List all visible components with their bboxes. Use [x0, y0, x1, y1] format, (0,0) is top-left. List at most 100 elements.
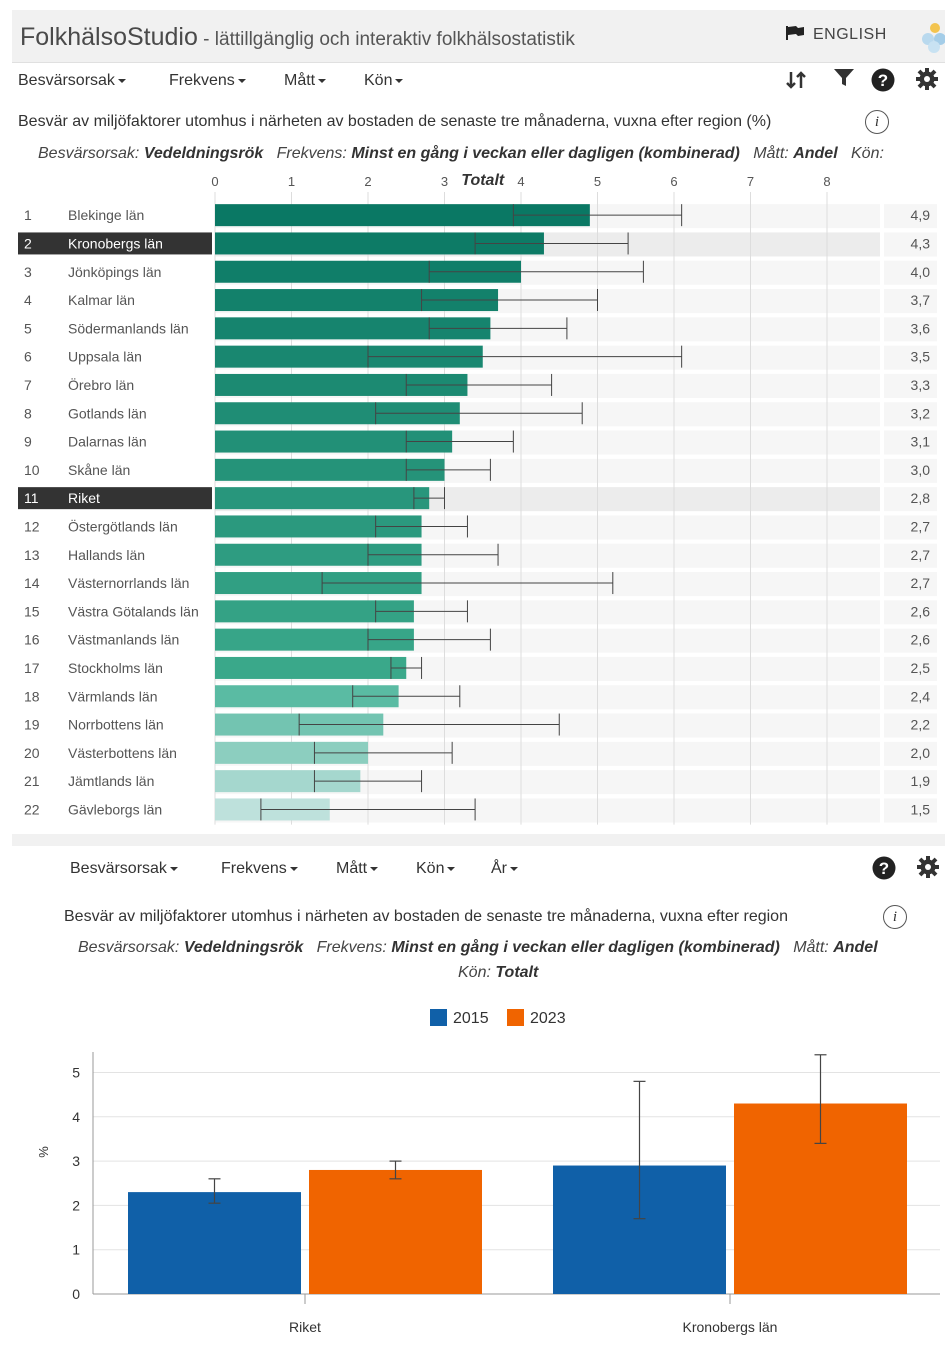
caret-down-icon: [318, 79, 327, 83]
caret-down-icon: [169, 867, 178, 871]
value-label: 2,7: [911, 547, 931, 563]
value-label: 2,5: [911, 660, 931, 676]
caret-down-icon: [370, 867, 379, 871]
x-tick-label: 2: [364, 174, 371, 189]
x-tick-label: 4: [517, 174, 524, 189]
category-label: Västra Götalands län: [68, 603, 199, 619]
rank-label: 14: [24, 575, 40, 591]
menu-label: Mått: [284, 72, 316, 89]
menu-matt[interactable]: Mått: [336, 860, 379, 878]
menu-kon[interactable]: Kön: [416, 860, 456, 878]
bar: [215, 741, 368, 764]
bar: [215, 628, 414, 651]
y-tick-label: 2: [72, 1197, 80, 1213]
value-cell-background: [884, 232, 937, 257]
filter-icon[interactable]: [832, 66, 856, 90]
category-label: Västernorrlands län: [68, 575, 189, 591]
value-label: 3,0: [911, 462, 931, 478]
rank-label: 5: [24, 320, 32, 336]
filter-value: Totalt: [495, 964, 539, 981]
x-tick-label: 3: [441, 174, 448, 189]
brand-subtitle: - lättillgänglig och interaktiv folkhäls…: [197, 29, 575, 50]
menu-besvarsorsak[interactable]: Besvärsorsak: [18, 72, 126, 90]
help-icon[interactable]: ?: [872, 856, 896, 880]
filter-value: Andel: [793, 145, 838, 162]
menu-besvarsorsak[interactable]: Besvärsorsak: [70, 860, 178, 878]
bar: [309, 1169, 482, 1294]
svg-text:?: ?: [878, 71, 888, 90]
menu-matt[interactable]: Mått: [284, 72, 327, 90]
rank-label: 17: [24, 660, 40, 676]
menu-label: Kön: [416, 860, 445, 877]
y-tick-label: 4: [72, 1109, 80, 1125]
category-label: Östergötlands län: [68, 517, 178, 534]
filter-value: Andel: [833, 939, 878, 956]
value-label: 1,9: [911, 773, 931, 789]
bar: [215, 515, 422, 538]
caret-down-icon: [447, 867, 456, 871]
bar: [215, 317, 491, 340]
gear-icon[interactable]: [916, 855, 940, 879]
category-label: Södermanlands län: [68, 320, 189, 336]
value-label: 2,6: [911, 603, 931, 619]
menu-ar[interactable]: År: [491, 860, 518, 878]
value-cell-background: [884, 345, 937, 370]
value-label: 4,9: [911, 207, 931, 223]
filter-value: Vedeldningsrök: [143, 145, 264, 162]
legend-item-2015[interactable]: 2015: [430, 1009, 489, 1028]
value-cell-background: [884, 628, 937, 653]
y-tick-label: 0: [72, 1286, 80, 1302]
value-cell-background: [884, 798, 937, 823]
help-icon[interactable]: ?: [871, 68, 895, 92]
menu-label: Kön: [364, 72, 393, 89]
menu-kon[interactable]: Kön: [364, 72, 404, 90]
value-cell-background: [884, 713, 937, 738]
chart1-title: Besvär av miljöfaktorer utomhus i närhet…: [18, 113, 772, 130]
chart2-filters-line2: Kön: Totalt: [458, 964, 538, 982]
value-cell-background: [884, 458, 937, 483]
legend-swatch: [430, 1009, 447, 1026]
menu-frekvens[interactable]: Frekvens: [169, 72, 246, 90]
gear-icon[interactable]: [915, 67, 939, 91]
rank-label: 21: [24, 773, 40, 789]
menu-frekvens[interactable]: Frekvens: [221, 860, 298, 878]
menu-label: Frekvens: [169, 72, 235, 89]
bar: [215, 402, 460, 425]
category-label: Gotlands län: [68, 405, 147, 421]
menu-label: Besvärsorsak: [70, 860, 167, 877]
rank-label: 16: [24, 632, 40, 648]
app-title[interactable]: FolkhälsoStudio - lättillgänglig och int…: [20, 23, 575, 52]
bar: [215, 260, 521, 283]
value-cell-background: [884, 572, 937, 597]
value-label: 2,7: [911, 575, 931, 591]
legend-label: 2023: [530, 1010, 566, 1027]
rank-label: 12: [24, 518, 40, 534]
filter-value: Minst en gång i veckan eller dagligen (k…: [391, 939, 780, 956]
sort-icon[interactable]: [784, 68, 808, 92]
menu-label: Mått: [336, 860, 368, 877]
rank-label: 18: [24, 688, 40, 704]
rank-label: 22: [24, 801, 40, 817]
info-icon[interactable]: i: [865, 110, 889, 134]
category-label: Gävleborgs län: [68, 801, 162, 817]
language-switch[interactable]: ENGLISH: [786, 26, 887, 44]
caret-down-icon: [117, 79, 126, 83]
brand-name: FolkhälsoStudio: [20, 23, 198, 51]
category-label: Kalmar län: [68, 292, 135, 308]
legend-label: 2015: [453, 1010, 489, 1027]
x-tick-label: 0: [211, 174, 218, 189]
legend-item-2023[interactable]: 2023: [507, 1009, 566, 1028]
value-label: 3,7: [911, 292, 931, 308]
bar: [128, 1192, 301, 1294]
category-label: Värmlands län: [68, 688, 158, 704]
info-icon[interactable]: i: [883, 905, 907, 929]
value-cell-background: [884, 260, 937, 285]
filter-label: Kön:: [851, 145, 884, 162]
x-tick-label: Kronobergs län: [683, 1319, 778, 1335]
x-tick-label: 8: [823, 174, 830, 189]
category-label: Dalarnas län: [68, 434, 147, 450]
value-cell-background: [884, 373, 937, 398]
category-label: Jämtlands län: [68, 773, 154, 789]
bar: [215, 345, 483, 368]
